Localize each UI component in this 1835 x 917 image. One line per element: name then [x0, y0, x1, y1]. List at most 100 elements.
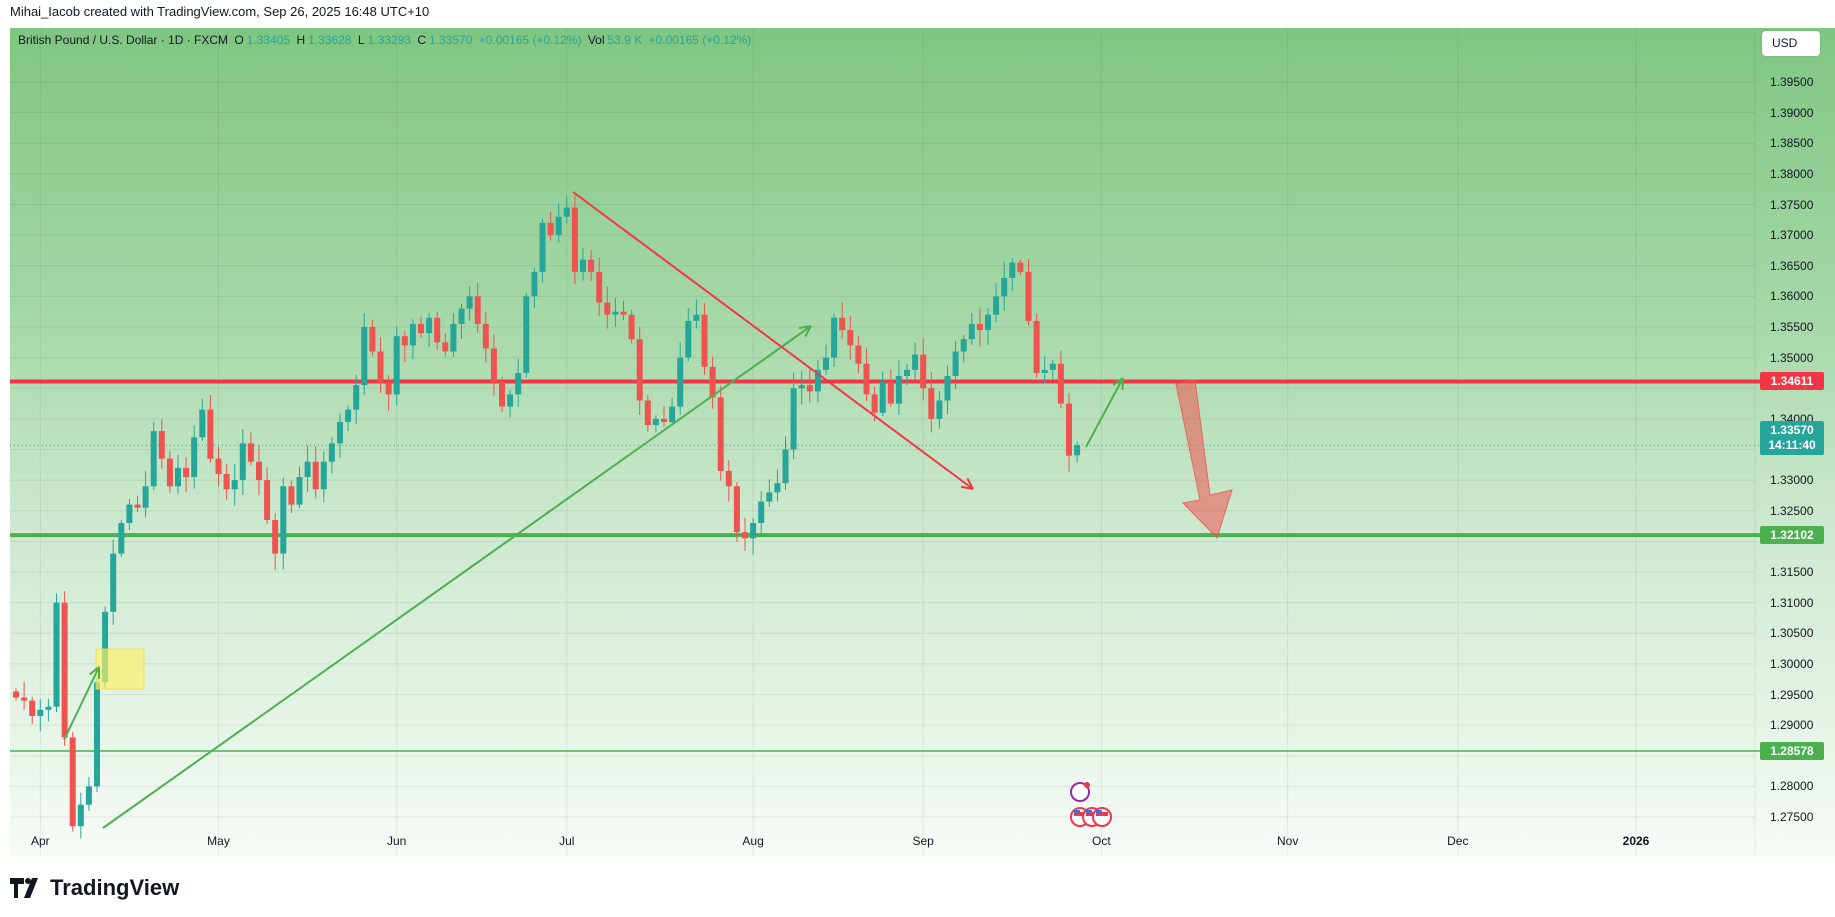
candle-down — [604, 302, 611, 315]
candle-down — [288, 486, 295, 505]
small-up-arrow-head — [88, 666, 100, 676]
candle-down — [547, 222, 554, 236]
candle-up — [1001, 278, 1008, 297]
candle-up — [77, 804, 84, 827]
candle-up — [304, 461, 311, 478]
us-flag-canton — [1096, 810, 1102, 814]
candle-down — [644, 400, 651, 425]
price-tick-label: 1.38500 — [1770, 136, 1814, 151]
candle-down — [1025, 271, 1032, 321]
candle-down — [256, 461, 262, 481]
candle-down — [839, 317, 846, 331]
candle-down — [490, 348, 497, 383]
projected-bounce-arrow — [1085, 377, 1124, 448]
candle-up — [53, 602, 60, 707]
price-tick-label: 1.35000 — [1770, 350, 1814, 365]
candle-up — [175, 467, 181, 487]
candle-down — [588, 259, 595, 272]
currency-button[interactable]: USD — [1762, 31, 1820, 56]
price-tick-label: 1.29000 — [1770, 718, 1814, 733]
candle-up — [798, 385, 805, 389]
candle-up — [968, 323, 975, 340]
candle-up — [239, 443, 246, 481]
support-price-tag: 1.32102 — [1760, 526, 1824, 545]
tradingview-logo[interactable]: TradingView — [10, 875, 179, 901]
candle-up — [296, 477, 303, 505]
candle-up — [231, 480, 238, 490]
symbol-name[interactable]: British Pound / U.S. Dollar · 1D · FXCM — [18, 33, 229, 47]
price-tick-label: 1.36000 — [1770, 289, 1814, 304]
candle-up — [450, 323, 457, 352]
candle-up — [1049, 363, 1056, 370]
candle-up — [393, 336, 400, 395]
candle-down — [215, 458, 222, 474]
close-value: 1.33570 — [428, 33, 473, 47]
chart-attribution: Mihai_Iacob created with TradingView.com… — [10, 4, 430, 19]
candle-up — [823, 357, 829, 370]
volume-change: +0.00165 (+0.12%) — [648, 33, 752, 47]
us-flag-canton — [1086, 810, 1092, 814]
price-tick-label: 1.35500 — [1770, 320, 1814, 334]
open-value: 1.33405 — [246, 33, 291, 47]
candle-down — [661, 418, 667, 422]
candle-up — [814, 369, 821, 392]
candle-down — [887, 382, 894, 404]
candle-up — [458, 308, 465, 324]
candle-down — [207, 409, 214, 459]
candle-up — [693, 314, 700, 321]
high-value: 1.33628 — [308, 33, 352, 47]
candle-up — [831, 317, 838, 358]
candle-up — [685, 320, 692, 358]
low-value: 1.33293 — [367, 33, 411, 47]
candle-down — [418, 323, 424, 334]
downtrend-line-arrow-head — [961, 485, 974, 490]
price-tick-label: 1.37000 — [1770, 228, 1814, 243]
candle-up — [37, 709, 44, 716]
candle-down — [596, 271, 603, 303]
projected-bounce-arrow-head — [1121, 377, 1124, 391]
candle-up — [782, 449, 789, 484]
candle-down — [401, 336, 408, 346]
candle-up — [45, 706, 52, 710]
candle-up — [199, 409, 206, 438]
time-tick-label: Aug — [742, 834, 764, 848]
candle-up — [677, 357, 684, 407]
candle-down — [29, 700, 36, 716]
time-tick-label: Dec — [1447, 834, 1469, 848]
candle-down — [1057, 363, 1064, 404]
candlestick-chart[interactable] — [10, 28, 1835, 856]
candle-up — [1074, 445, 1081, 456]
projected-bounce-arrow-head — [1112, 377, 1124, 386]
candle-down — [183, 467, 190, 478]
candle-down — [1033, 320, 1040, 373]
candle-up — [409, 323, 416, 346]
candle-down — [976, 323, 983, 331]
candle-up — [580, 259, 586, 272]
candle-up — [652, 418, 659, 425]
time-tick-label: Apr — [30, 834, 50, 848]
time-tick-label: May — [207, 834, 230, 848]
candle-up — [280, 486, 287, 554]
candle-up — [960, 339, 967, 352]
candle-up — [515, 372, 522, 395]
candle-up — [345, 409, 352, 422]
price-tick-label: 1.27500 — [1770, 810, 1814, 824]
bar-countdown: 14:11:40 — [1768, 437, 1816, 452]
candle-up — [466, 296, 473, 309]
candle-down — [158, 431, 165, 459]
downtrend-line-arrow-head — [966, 477, 974, 490]
candle-down — [369, 327, 376, 352]
chart-pane[interactable] — [10, 28, 1835, 856]
candle-down — [21, 697, 28, 701]
candle-up — [952, 351, 959, 376]
candle-down — [1017, 262, 1024, 272]
price-tick-label: 1.39500 — [1770, 75, 1814, 89]
change-value: +0.00165 (+0.12%) — [478, 33, 582, 47]
candle-up — [669, 406, 676, 422]
candle-down — [928, 388, 935, 419]
candle-down — [247, 443, 254, 462]
candle-up — [985, 314, 991, 331]
high-label: H — [296, 33, 306, 47]
us-flag-canton — [1074, 810, 1080, 814]
candle-down — [134, 504, 141, 508]
